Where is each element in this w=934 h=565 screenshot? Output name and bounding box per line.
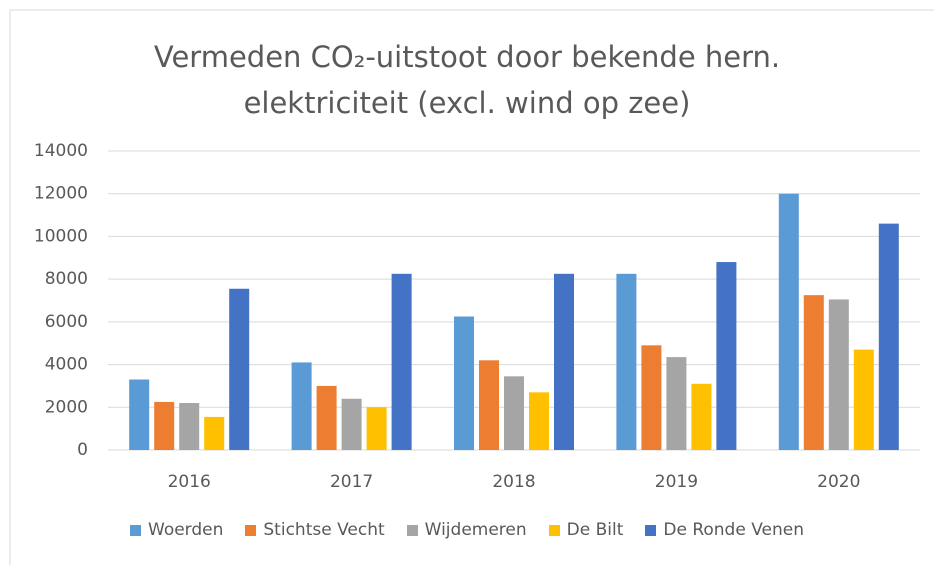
legend-swatch	[130, 524, 141, 536]
legend: Woerden Stichtse Vecht Wijdemeren De Bilt De…	[0, 520, 934, 540]
y-tick-label: 4000	[45, 355, 88, 375]
legend-swatch	[245, 524, 257, 536]
bar	[878, 223, 899, 450]
legend-label: Woerden	[148, 520, 224, 540]
bar	[229, 288, 250, 450]
y-tick-label: 8000	[45, 269, 88, 289]
bar	[129, 379, 150, 450]
bar	[778, 193, 799, 450]
legend-label: De Ronde Venen	[663, 520, 804, 540]
bar	[803, 295, 824, 450]
bar	[291, 362, 312, 450]
bar	[691, 383, 712, 450]
bar	[391, 273, 412, 450]
bar	[204, 416, 225, 450]
bar	[853, 349, 874, 450]
bar	[179, 403, 200, 450]
legend-item: Wijdemeren	[406, 520, 527, 540]
chart-title: Vermeden CO₂-uitstoot door bekende hern.…	[153, 40, 781, 120]
y-tick-label: 12000	[34, 184, 88, 204]
legend-item: Woerden	[130, 520, 223, 540]
bar	[366, 407, 387, 450]
x-tick-label: 2018	[492, 472, 535, 492]
chart-border	[9, 9, 934, 565]
y-tick-label: 6000	[45, 312, 88, 332]
x-tick-label: 2017	[330, 472, 373, 492]
bar	[641, 345, 662, 450]
legend-swatch	[645, 524, 657, 536]
y-tick-label: 10000	[34, 226, 88, 246]
bar	[828, 299, 849, 450]
legend-item: De Bilt	[548, 520, 624, 540]
legend-label: De Bilt	[566, 520, 624, 540]
legend-item: De Ronde Venen	[645, 520, 804, 540]
bar	[479, 360, 499, 450]
bar	[154, 401, 175, 450]
x-tick-label: 2016	[168, 472, 211, 492]
bar	[316, 385, 337, 450]
bar	[341, 398, 362, 450]
bar	[554, 273, 574, 450]
bar	[666, 357, 687, 450]
x-tick-label: 2019	[655, 472, 698, 492]
y-tick-label: 2000	[45, 397, 88, 417]
legend-swatch	[406, 524, 418, 536]
y-tick-label: 0	[77, 440, 88, 460]
bar	[716, 262, 737, 450]
bar	[454, 316, 474, 450]
x-tick-label: 2020	[817, 472, 860, 492]
y-tick-label: 14000	[34, 141, 88, 161]
bar	[504, 376, 524, 450]
legend-item: Stichtse Vecht	[245, 520, 385, 540]
legend-label: Wijdemeren	[424, 520, 527, 540]
bar	[616, 273, 637, 450]
legend-swatch	[548, 524, 560, 536]
legend-label: Stichtse Vecht	[263, 520, 385, 540]
bar	[529, 392, 549, 450]
